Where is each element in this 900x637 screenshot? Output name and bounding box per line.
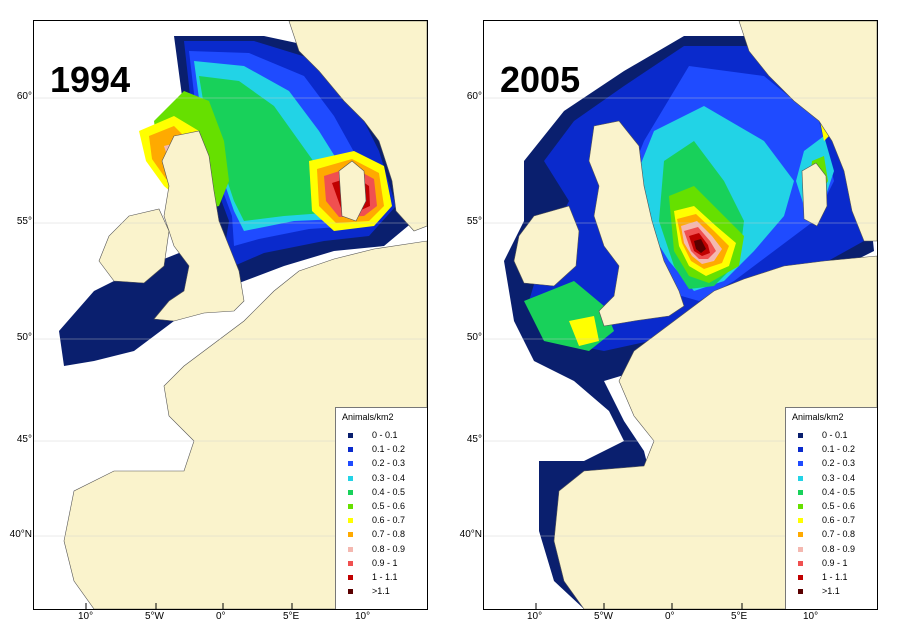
legend-label: 1 - 1.1	[372, 572, 398, 582]
lat-label-40-left: 40°N	[9, 529, 32, 540]
lat-label-60-right: 60°	[466, 91, 482, 102]
legend-swatch	[348, 560, 353, 566]
legend-label: 0.4 - 0.5	[822, 486, 856, 497]
legend-label: 0.2 - 0.3	[822, 458, 856, 469]
legend-label: 0.1 - 0.2	[822, 444, 856, 455]
legend-label: >1.1	[372, 586, 390, 597]
lon-label-10e-right: 10°	[803, 611, 819, 622]
legend-label: 0.4 - 0.5	[372, 486, 406, 497]
legend-swatch	[798, 447, 803, 453]
legend-swatch	[798, 489, 803, 495]
lon-label-0-left: 0°	[216, 611, 226, 622]
lat-label-55-left: 55°	[16, 216, 32, 227]
legend-swatch	[798, 560, 803, 566]
lat-label-40-right: 40°N	[459, 529, 482, 540]
year-label: 2005	[500, 59, 581, 100]
lat-label-60-left: 60°	[16, 91, 32, 102]
legend-label: 0.6 - 0.7	[822, 515, 856, 526]
legend-title: Animals/km2	[342, 412, 394, 422]
legend-1994: Animals/km2 0 - 0.1 0.1 - 0.2 0.2 - 0.3 0.3…	[335, 407, 427, 609]
legend-label: 0.7 - 0.8	[822, 529, 856, 540]
legend-label: 0.3 - 0.4	[822, 472, 856, 483]
legend-title: Animals/km2	[792, 412, 844, 422]
map-panel-1994: 1994 Animals/km2 0 - 0.1 0.1 - 0.2 0.2 - 0…	[33, 20, 428, 610]
legend-swatch	[348, 475, 353, 481]
map-panel-2005: 2005 Animals/km2 0 - 0.1 0.1 - 0.2 0.2 - 0…	[483, 20, 878, 610]
lon-label-10w-right: 10°	[527, 611, 543, 622]
legend-label: 0.9 - 1	[372, 557, 398, 568]
legend-swatch	[798, 589, 803, 595]
lon-label-10e-left: 10°	[355, 611, 371, 622]
legend-swatch	[798, 575, 803, 580]
legend-label: 0 - 0.1	[822, 430, 848, 440]
legend-swatch	[348, 504, 353, 509]
legend-swatch	[798, 475, 803, 481]
legend-label: 0.5 - 0.6	[372, 501, 406, 511]
lon-label-5w-right: 5°W	[594, 611, 613, 622]
legend-swatch	[348, 461, 353, 467]
legend-swatch	[348, 518, 353, 524]
legend-swatch	[798, 461, 803, 467]
legend-swatch	[798, 504, 803, 509]
legend-2005: Animals/km2 0 - 0.1 0.1 - 0.2 0.2 - 0.3 0.3…	[785, 407, 877, 609]
lat-label-45-right: 45°	[466, 434, 482, 445]
legend-label: 0.9 - 1	[822, 557, 848, 568]
map-1994	[34, 21, 427, 609]
legend-swatch	[798, 433, 803, 438]
legend-label: 1 - 1.1	[822, 572, 848, 582]
legend-swatch	[798, 532, 803, 538]
legend-swatch	[798, 546, 803, 552]
legend-swatch	[348, 546, 353, 552]
lat-label-50-right: 50°	[466, 332, 482, 343]
legend-label: 0.7 - 0.8	[372, 529, 406, 540]
legend-label: 0.6 - 0.7	[372, 515, 406, 526]
lat-label-50-left: 50°	[16, 332, 32, 343]
legend-label: >1.1	[822, 586, 840, 597]
legend-swatch	[348, 489, 353, 495]
year-label: 1994	[50, 59, 131, 100]
legend-swatch	[348, 575, 353, 580]
legend-label: 0.1 - 0.2	[372, 444, 406, 455]
lon-label-0-right: 0°	[665, 611, 675, 622]
lat-label-55-right: 55°	[466, 216, 482, 227]
legend-swatch	[348, 532, 353, 538]
legend-label: 0.3 - 0.4	[372, 472, 406, 483]
legend-swatch	[798, 518, 803, 524]
lon-label-10w-left: 10°	[78, 611, 94, 622]
lat-label-45-left: 45°	[16, 434, 32, 445]
legend-label: 0.8 - 0.9	[822, 543, 856, 554]
lon-label-5e-left: 5°E	[283, 611, 300, 622]
legend-label: 0.8 - 0.9	[372, 543, 406, 554]
lon-label-5w-left: 5°W	[145, 611, 164, 622]
legend-label: 0 - 0.1	[372, 430, 398, 440]
lon-label-5e-right: 5°E	[731, 611, 748, 622]
map-2005	[484, 21, 877, 609]
legend-label: 0.2 - 0.3	[372, 458, 406, 469]
legend-label: 0.5 - 0.6	[822, 501, 856, 511]
legend-swatch	[348, 433, 353, 438]
legend-swatch	[348, 447, 353, 453]
legend-swatch	[348, 589, 353, 595]
